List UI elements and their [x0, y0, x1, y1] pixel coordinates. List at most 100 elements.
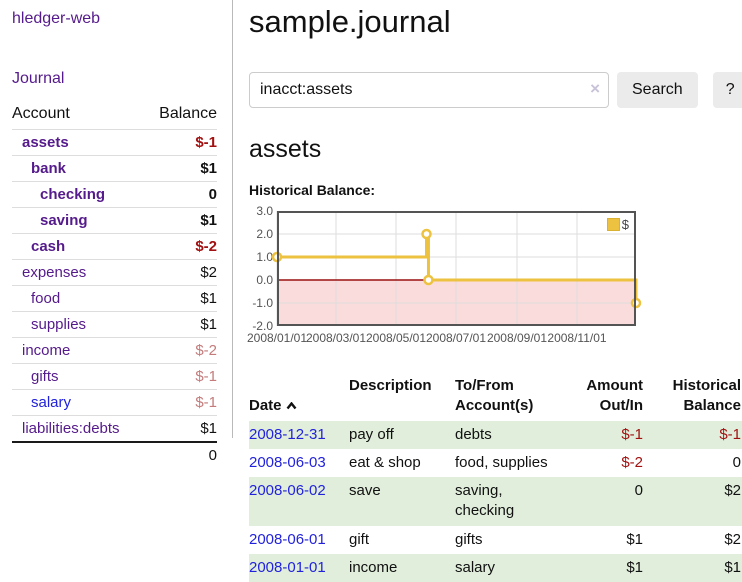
accounts-table-header: Account Balance	[12, 102, 217, 130]
transaction-date-link[interactable]: 2008-01-01	[249, 558, 326, 576]
main-content: sample.journal × Search ? assets Histori…	[233, 0, 742, 582]
transaction-accounts: food, supplies	[455, 453, 548, 471]
legend-swatch-icon	[606, 218, 620, 231]
account-link-income[interactable]: income	[22, 342, 71, 359]
page-title: sample.journal	[249, 4, 451, 39]
account-row: supplies $1	[12, 311, 217, 338]
transaction-row: 2008-06-03 eat & shop food, supplies $-2…	[249, 449, 742, 477]
search-input[interactable]	[249, 72, 609, 108]
account-balance: $-2	[145, 233, 217, 260]
chart-title: Historical Balance:	[249, 182, 376, 198]
x-tick-label: 2008/01/01	[246, 331, 308, 345]
account-link-supplies[interactable]: supplies	[31, 316, 87, 333]
transaction-accounts: salary	[455, 558, 496, 576]
transactions-table: Date Description To/From Account(s) Amou…	[249, 372, 742, 582]
account-link-gifts[interactable]: gifts	[31, 368, 59, 385]
accounts-header-account: Account	[12, 105, 70, 122]
account-balance: 0	[145, 181, 217, 208]
account-link-bank[interactable]: bank	[31, 160, 67, 177]
account-balance: $1	[145, 207, 217, 234]
search-button[interactable]: Search	[617, 72, 698, 108]
balance-chart-svg	[271, 211, 642, 326]
account-link-food[interactable]: food	[31, 290, 61, 307]
account-balance: $-1	[145, 389, 217, 416]
x-tick-label: 2008/05/01	[365, 331, 427, 345]
account-balance: $2	[145, 259, 217, 286]
account-page-title: assets	[249, 135, 322, 163]
transaction-row: 2008-06-02 save saving, checking 0 $2	[249, 477, 742, 526]
account-row: gifts $-1	[12, 363, 217, 390]
sidebar-item-journal[interactable]: Journal	[12, 70, 65, 87]
account-link-saving[interactable]: saving	[40, 212, 88, 229]
transactions-header-accounts: To/From Account(s)	[455, 377, 534, 415]
account-balance: $1	[145, 285, 217, 312]
transactions-header-row: Date Description To/From Account(s) Amou…	[249, 372, 742, 421]
transaction-amount: $1	[626, 558, 643, 576]
y-tick-label: 1.0	[256, 250, 273, 264]
transactions-header-amount: Amount Out/In	[586, 377, 643, 415]
transaction-description: pay off	[349, 425, 394, 443]
account-row: income $-2	[12, 337, 217, 364]
sidebar-divider	[232, 0, 233, 438]
transactions-header-date[interactable]: Date	[249, 372, 349, 421]
clear-search-icon[interactable]: ×	[590, 79, 600, 98]
transaction-date-link[interactable]: 2008-06-03	[249, 453, 326, 471]
account-link-assets[interactable]: assets	[22, 134, 69, 151]
account-row: liabilities:debts $1	[12, 415, 217, 442]
y-tick-label: -1.0	[252, 296, 273, 310]
account-balance: $-1	[145, 363, 217, 390]
account-row: expenses $2	[12, 259, 217, 286]
transaction-balance: $-1	[719, 425, 741, 443]
account-link-expenses[interactable]: expenses	[22, 264, 87, 281]
search-form: × Search ?	[249, 72, 742, 108]
x-tick-label: 2008/11/01	[547, 331, 607, 345]
account-row: checking 0	[12, 181, 217, 208]
transaction-row: 2008-01-01 income salary $1 $1	[249, 553, 742, 582]
accounts-header-balance: Balance	[159, 105, 217, 122]
accounts-table: Account Balance assets $-1 bank $1 check…	[12, 102, 217, 468]
y-tick-label: 2.0	[256, 227, 273, 241]
accounts-total-balance: 0	[145, 441, 217, 468]
account-row: salary $-1	[12, 389, 217, 416]
transaction-accounts: gifts	[455, 530, 483, 548]
account-link-liabilities-debts[interactable]: liabilities:debts	[22, 420, 120, 437]
transaction-description: eat & shop	[349, 453, 421, 471]
account-link-cash[interactable]: cash	[31, 238, 66, 255]
account-row: bank $1	[12, 155, 217, 182]
transaction-accounts: saving, checking	[455, 482, 515, 520]
transaction-description: income	[349, 558, 398, 576]
search-help-button[interactable]: ?	[712, 72, 742, 108]
transaction-balance: 0	[732, 453, 741, 471]
y-tick-label: 3.0	[256, 204, 273, 218]
transaction-date-link[interactable]: 2008-12-31	[249, 425, 326, 443]
transaction-balance: $2	[724, 530, 741, 548]
account-balance: $-2	[145, 337, 217, 364]
transaction-row: 2008-06-01 gift gifts $1 $2	[249, 526, 742, 554]
transaction-description: save	[349, 482, 381, 499]
account-link-checking[interactable]: checking	[40, 186, 106, 203]
transactions-header-balance: Historical Balance	[672, 377, 741, 415]
transaction-row: 2008-12-31 pay off debts $-1 $-1	[249, 420, 742, 449]
y-tick-label: 0.0	[256, 273, 273, 287]
account-row: saving $1	[12, 207, 217, 234]
transaction-balance: $1	[724, 558, 741, 576]
transaction-accounts: debts	[455, 425, 492, 443]
account-row: cash $-2	[12, 233, 217, 260]
account-link-salary[interactable]: salary	[31, 394, 72, 411]
sidebar: hledger-web Journal Account Balance asse…	[0, 0, 233, 582]
transaction-description: gift	[349, 530, 370, 548]
transaction-date-link[interactable]: 2008-06-02	[249, 482, 326, 499]
transaction-balance: $2	[724, 482, 741, 499]
transactions-header-description: Description	[349, 377, 432, 394]
x-tick-label: 2008/07/01	[425, 331, 487, 345]
account-row: food $1	[12, 285, 217, 312]
y-tick-label: -2.0	[252, 319, 273, 333]
transaction-amount: 0	[634, 482, 643, 499]
transaction-date-link[interactable]: 2008-06-01	[249, 530, 326, 548]
historical-balance-chart: 3.0 2.0 1.0 0.0 -1.0 -2.0 $ 2008/01/01 2008/03…	[247, 204, 742, 350]
app-title-link[interactable]: hledger-web	[12, 10, 101, 27]
account-row: assets $-1	[12, 129, 217, 156]
chart-legend: $	[604, 216, 631, 233]
accounts-total-row: 0	[12, 441, 217, 468]
